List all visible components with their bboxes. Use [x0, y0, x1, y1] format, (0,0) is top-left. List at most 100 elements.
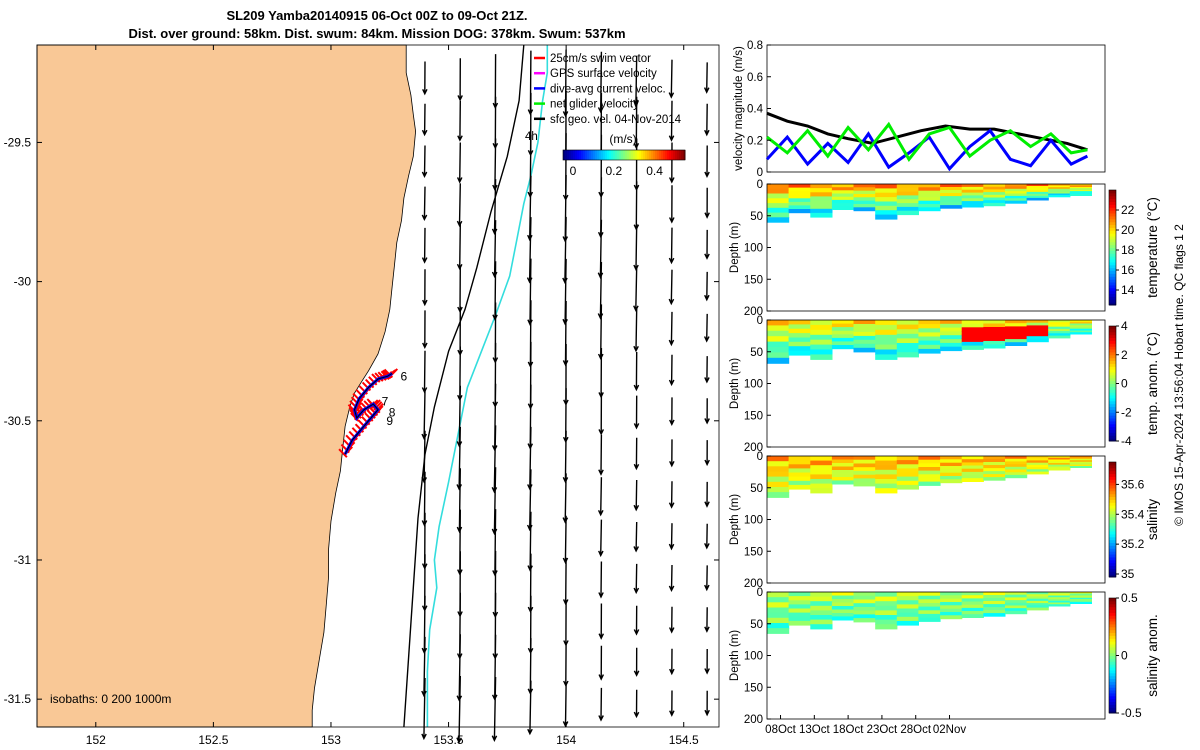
depth-data-cell — [983, 337, 1006, 342]
depth-data-cell — [810, 479, 833, 485]
colorbar-cell — [1109, 692, 1116, 697]
depth-data-cell — [961, 201, 984, 205]
legend-label: 25cm/s swim vector — [550, 53, 651, 65]
depth-data-cell — [896, 210, 919, 216]
depth-data-cell — [810, 324, 833, 331]
depth-data-cell — [1048, 191, 1071, 195]
depth-data-cell — [875, 610, 898, 616]
depth-data-cell — [940, 615, 963, 620]
depth-data-cell — [1005, 342, 1028, 346]
colorbar-tick-label: 2 — [1121, 348, 1128, 362]
depth-data-cell — [767, 597, 790, 603]
depth-data-cell — [918, 459, 941, 464]
depth-data-cell — [940, 479, 963, 484]
depth-data-cell — [1005, 198, 1028, 202]
velocity-arrow — [704, 398, 710, 425]
depth-data-cell — [1005, 605, 1028, 609]
depth-data-cell — [961, 595, 984, 599]
depth-data-cell — [1026, 456, 1049, 459]
colorbar-cell — [1109, 603, 1116, 608]
velocity-arrow — [703, 62, 710, 94]
depth-data-cell — [788, 596, 811, 601]
colorbar-cell — [1109, 678, 1116, 682]
depth-data-cell — [1005, 472, 1028, 476]
depth-data-cell — [788, 476, 811, 482]
velocity-series-line — [765, 128, 1089, 172]
colorbar-cell — [1109, 684, 1116, 688]
depth-y-axis-label: Depth (m) — [729, 494, 741, 545]
depth-data-cell — [767, 602, 790, 609]
velocity-arrow — [704, 440, 710, 467]
colorbar-cell — [601, 150, 604, 160]
colorbar-cell — [1109, 270, 1116, 274]
colorbar-cell — [1109, 505, 1116, 509]
depth-data-cell — [875, 465, 898, 471]
depth-data-cell — [1048, 328, 1071, 332]
depth-data-cell — [1026, 462, 1049, 466]
depth-data-cell — [983, 462, 1006, 466]
depth-data-cell — [853, 327, 876, 333]
colorbar-cell — [1109, 528, 1116, 532]
velocity-arrow — [562, 684, 569, 728]
colorbar-cell — [567, 150, 570, 160]
depth-data-cell — [1026, 330, 1049, 335]
colorbar-cell — [1109, 638, 1116, 642]
depth-data-cell — [1005, 339, 1028, 343]
depth-y-tick-label: 100 — [744, 379, 763, 391]
colorbar-cell — [1109, 574, 1116, 578]
colorbar-cell — [677, 150, 680, 160]
depth-data-cell — [1048, 599, 1071, 602]
colorbar-tick-label: 18 — [1121, 243, 1135, 257]
depth-data-cell — [918, 606, 941, 611]
depth-data-cell — [810, 188, 833, 193]
depth-data-cell — [1069, 457, 1092, 460]
depth-data-cell — [983, 197, 1006, 201]
depth-data-cell — [1069, 602, 1092, 604]
depth-data-cell — [831, 459, 855, 464]
depth-data-cell — [1026, 338, 1049, 343]
depth-data-cell — [1026, 594, 1049, 597]
depth-data-cell — [1026, 469, 1049, 473]
depth-data-cell — [1026, 598, 1049, 602]
colorbar-cell — [1109, 623, 1116, 628]
depth-data-cell — [940, 612, 963, 616]
glider-path — [344, 373, 393, 455]
depth-data-cell — [853, 459, 876, 464]
depth-y-tick-label: 200 — [744, 578, 763, 590]
depth-data-cell — [940, 331, 963, 336]
colorbar-cell — [1109, 519, 1116, 523]
colorbar-title: (m/s) — [609, 132, 636, 146]
depth-data-cell — [767, 352, 790, 359]
depth-data-cell — [896, 480, 919, 486]
depth-data-cell — [875, 214, 898, 220]
depth-data-cell — [983, 189, 1006, 193]
velocity-arrow — [704, 145, 710, 179]
colorbar-cell — [631, 150, 634, 160]
depth-data-cell — [831, 345, 855, 350]
colorbar-cell — [1109, 545, 1116, 549]
map-legend: 25cm/s swim vector GPS surface velocity di… — [534, 53, 682, 126]
depth-data-cell — [788, 198, 811, 203]
depth-data-cell — [896, 476, 919, 482]
velocity-arrow — [456, 675, 462, 744]
depth-data-cell — [853, 200, 876, 205]
depth-data-cell — [940, 342, 963, 348]
depth-data-cell — [767, 330, 790, 337]
depth-data-cell — [1048, 184, 1071, 187]
track-day-label: 7 — [382, 394, 389, 408]
depth-data-cell — [961, 456, 984, 460]
colorbar-cell — [1109, 522, 1116, 526]
depth-data-cell — [810, 204, 833, 210]
colorbar-cell — [1109, 658, 1116, 662]
depth-data-cell — [961, 192, 984, 197]
colorbar-cell — [1109, 508, 1116, 512]
depth-data-cell — [853, 204, 876, 208]
colorbar-cell — [577, 150, 580, 160]
velocity-arrow — [598, 561, 604, 599]
depth-data-cell — [1026, 325, 1049, 329]
colorbar-cell — [1109, 409, 1116, 413]
depth-data-cell — [767, 617, 790, 624]
velocity-arrow — [703, 313, 710, 343]
velocity-arrow — [421, 677, 427, 741]
